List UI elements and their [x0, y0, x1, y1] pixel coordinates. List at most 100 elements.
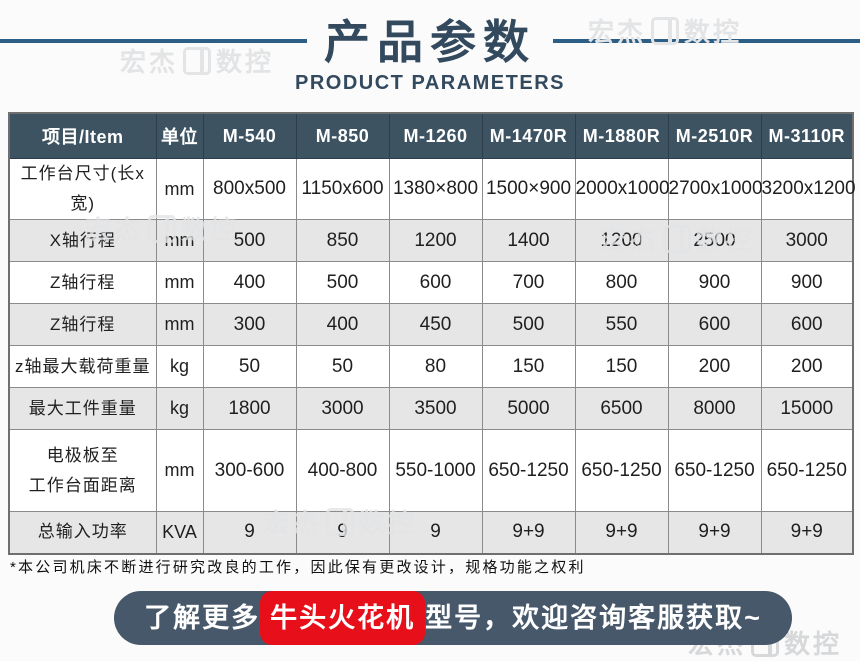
title-divider-left	[0, 39, 307, 43]
spec-value: 1400	[481, 219, 576, 262]
spec-value: 600	[667, 303, 762, 346]
spec-value: 9	[295, 511, 390, 554]
row-label: z轴最大载荷重量	[8, 345, 157, 388]
spec-value: 9+9	[574, 511, 669, 554]
spec-value: 550-1000	[388, 429, 483, 512]
page-title: 产品参数	[324, 16, 536, 68]
banner-suffix: 型号，欢迎咨询客服获取~	[425, 603, 762, 633]
spec-value: 2000x1000	[574, 158, 670, 220]
spec-value: 9	[388, 511, 483, 554]
row-label: 总输入功率	[8, 511, 157, 554]
spec-value: 800x500	[202, 158, 297, 220]
spec-value: 2700x1000	[667, 158, 763, 220]
spec-value: 500	[202, 219, 297, 262]
spec-value: 500	[481, 303, 576, 346]
spec-value: 15000	[760, 387, 854, 430]
spec-value: 1800	[202, 387, 297, 430]
row-unit: mm	[155, 219, 204, 262]
column-header: M-850	[295, 112, 390, 159]
spec-value: 600	[388, 261, 483, 304]
table-row: 电极板至 工作台面距离 mm 300-600 400-800 550-1000 650-12…	[8, 429, 854, 512]
column-header: M-2510R	[667, 112, 762, 159]
spec-value: 300-600	[202, 429, 297, 512]
spec-value: 3200x1200	[760, 158, 856, 220]
spec-value: 650-1250	[481, 429, 576, 512]
column-header: M-540	[202, 112, 297, 159]
spec-value: 50	[295, 345, 390, 388]
spec-value: 1500×900	[481, 158, 576, 220]
spec-value: 3500	[388, 387, 483, 430]
row-label: 工作台尺寸(长x宽)	[8, 158, 157, 220]
spec-value: 650-1250	[574, 429, 669, 512]
spec-value: 9+9	[481, 511, 576, 554]
spec-value: 1380×800	[388, 158, 483, 220]
spec-value: 3000	[760, 219, 854, 262]
spec-value: 450	[388, 303, 483, 346]
spec-value: 150	[574, 345, 669, 388]
spec-value: 700	[481, 261, 576, 304]
page-subtitle: PRODUCT PARAMETERS	[295, 72, 565, 94]
spec-value: 500	[295, 261, 390, 304]
watermark-text-right: 数控	[784, 629, 843, 659]
spec-value: 650-1250	[667, 429, 762, 512]
spec-value: 5000	[481, 387, 576, 430]
spec-value: 200	[760, 345, 854, 388]
table-row: 工作台尺寸(长x宽) mm 800x500 1150x600 1380×800 1500×…	[8, 158, 856, 220]
column-header: M-1260	[388, 112, 483, 159]
spec-value: 8000	[667, 387, 762, 430]
table-row: Z轴行程 mm 300 400 450 500 550 600 600	[8, 303, 854, 346]
column-header: M-1880R	[574, 112, 669, 159]
column-header: M-1470R	[481, 112, 576, 159]
spec-value: 150	[481, 345, 576, 388]
spec-value: 1150x600	[295, 158, 390, 220]
spec-value: 9+9	[667, 511, 762, 554]
table-row: z轴最大载荷重量 kg 50 50 80 150 150 200 200	[8, 345, 854, 388]
row-unit: mm	[155, 158, 204, 220]
spec-value: 650-1250	[760, 429, 854, 512]
table-row: 总输入功率 KVA 9 9 9 9+9 9+9 9+9 9+9	[8, 511, 854, 554]
spec-value: 1200	[388, 219, 483, 262]
contact-banner: 了解更多 牛头火花机 型号，欢迎咨询客服获取~	[114, 591, 792, 645]
spec-value: 400	[202, 261, 297, 304]
spec-value: 9+9	[760, 511, 854, 554]
table-body: 工作台尺寸(长x宽) mm 800x500 1150x600 1380×800 1500×…	[8, 158, 856, 554]
spec-value: 300	[202, 303, 297, 346]
spec-value: 900	[760, 261, 854, 304]
column-header: 单位	[155, 112, 204, 159]
spec-value: 550	[574, 303, 669, 346]
table-head-row: 项目/Item 单位 M-540 M-850 M-1260 M-1470R M-1880R M…	[8, 112, 854, 159]
row-unit: kg	[155, 387, 204, 430]
spec-value: 900	[667, 261, 762, 304]
banner-prefix: 了解更多	[144, 603, 261, 633]
row-unit: KVA	[155, 511, 204, 554]
banner-highlight: 牛头火花机	[260, 591, 426, 645]
row-label: 最大工件重量	[8, 387, 157, 430]
column-header: M-3110R	[760, 112, 854, 159]
spec-value: 400-800	[295, 429, 390, 512]
spec-value: 600	[760, 303, 854, 346]
disclaimer-note: *本公司机床不断进行研究改良的工作，因此保有更改设计，规格功能之权利	[10, 559, 586, 576]
spec-value: 200	[667, 345, 762, 388]
row-label: X轴行程	[8, 219, 157, 262]
spec-value: 850	[295, 219, 390, 262]
spec-value: 80	[388, 345, 483, 388]
spec-value: 800	[574, 261, 669, 304]
spec-value: 1200	[574, 219, 669, 262]
row-unit: mm	[155, 429, 204, 512]
product-parameters-table: 项目/Item 单位 M-540 M-850 M-1260 M-1470R M-1880R M…	[8, 112, 856, 555]
table-row: X轴行程 mm 500 850 1200 1400 1200 2500 3000	[8, 219, 854, 262]
column-header: 项目/Item	[8, 112, 157, 159]
spec-value: 2500	[667, 219, 762, 262]
spec-value: 50	[202, 345, 297, 388]
row-label: Z轴行程	[8, 303, 157, 346]
table-row: Z轴行程 mm 400 500 600 700 800 900 900	[8, 261, 854, 304]
title-divider-right	[553, 39, 860, 43]
spec-value: 3000	[295, 387, 390, 430]
row-unit: kg	[155, 345, 204, 388]
table-row: 最大工件重量 kg 1800 3000 3500 5000 6500 8000 15000	[8, 387, 854, 430]
spec-value: 9	[202, 511, 297, 554]
row-unit: mm	[155, 261, 204, 304]
spec-value: 400	[295, 303, 390, 346]
spec-value: 6500	[574, 387, 669, 430]
row-label: Z轴行程	[8, 261, 157, 304]
